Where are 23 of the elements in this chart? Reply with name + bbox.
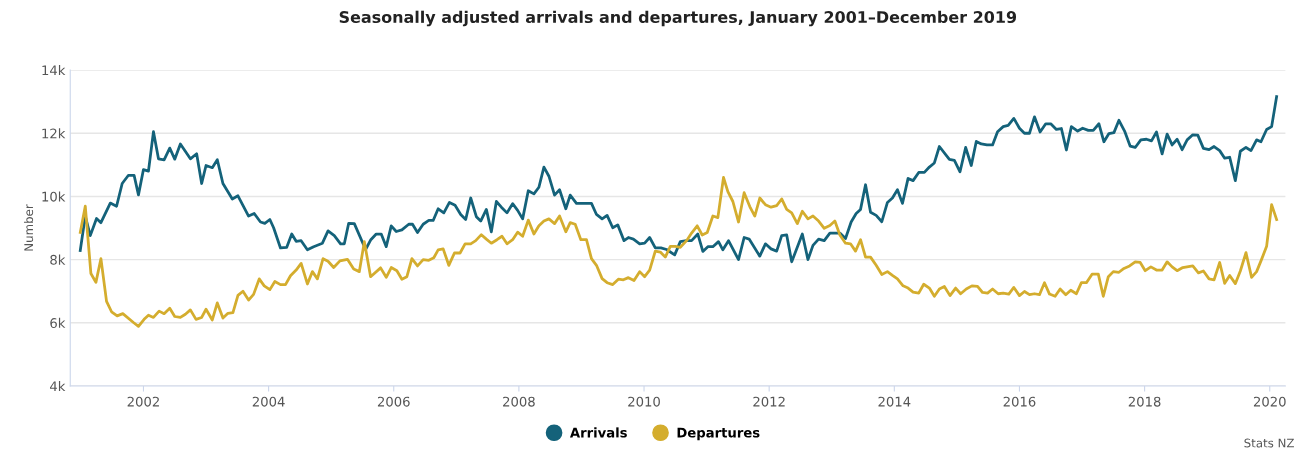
y-tick-label: 10k <box>42 191 66 202</box>
x-tick-label: 2014 <box>878 396 911 407</box>
x-tick-label: 2018 <box>1128 396 1161 407</box>
y-tick-label: 4k <box>50 381 66 392</box>
y-tick-label: 6k <box>50 317 66 329</box>
x-tick-label: 2002 <box>127 396 159 407</box>
text: Stats NZ <box>1244 438 1294 448</box>
x-tick-label: 2010 <box>628 396 660 407</box>
y-axis-title: Number <box>23 204 34 251</box>
y-tick-label: 8k <box>50 254 66 265</box>
chart-title: Seasonally adjusted arrivals and departures, January 2001–December 2019 <box>339 10 1017 27</box>
y-tick-label: 14k <box>42 65 66 76</box>
x-tick-label: 2016 <box>1003 396 1036 407</box>
x-tick-label: 2012 <box>753 396 785 407</box>
x-tick-label: 2008 <box>503 396 535 407</box>
x-tick-label: 2006 <box>377 396 410 407</box>
legend-label: Departures <box>677 427 760 441</box>
legend-label: Arrivals <box>569 427 627 438</box>
line-series <box>78 95 1279 264</box>
y-tick-label: 12k <box>42 128 66 139</box>
x-tick-label: 2004 <box>252 396 285 407</box>
x-tick-label: 2020 <box>1253 396 1286 407</box>
line-series <box>78 176 1279 328</box>
